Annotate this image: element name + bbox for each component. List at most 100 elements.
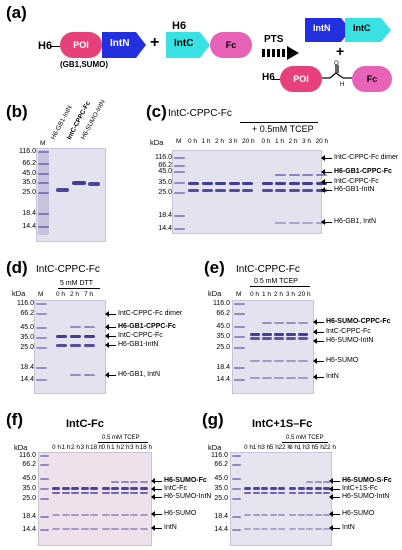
marker-f-5: 18.4 (22, 513, 36, 520)
g-band-sumointn-5 (289, 492, 296, 494)
ladder-e-6 (234, 379, 245, 381)
plus-sign-2: + (336, 43, 345, 59)
g-band-fc-2 (261, 487, 269, 490)
c-band-gb1intn-5 (261, 189, 273, 192)
marker-b-0: 116.0 (19, 148, 36, 155)
marker-c-4: 25.0 (158, 189, 172, 196)
ladder-d-0 (36, 303, 47, 305)
g-band-intn-5 (289, 528, 296, 530)
ann-e-4: IntN (326, 373, 339, 380)
ann-d-1: H6-GB1-CPPC-Fc (118, 323, 176, 330)
marker-d-2: 45.0 (20, 324, 34, 331)
gel-d (34, 300, 106, 394)
lane-c-1: 1 h (201, 138, 211, 145)
f-band-fc-4 (90, 487, 98, 490)
g-title: IntC+1S–Fc (252, 418, 313, 430)
e-band-sumo-0 (250, 360, 260, 362)
h6-linker-left (50, 46, 60, 47)
poi-box: POI (60, 32, 102, 58)
marker-c-3: 35.0 (158, 179, 172, 186)
marker-d-1: 66.2 (20, 310, 34, 317)
e-band-fc-2 (274, 333, 284, 336)
ladder-f-5 (40, 516, 49, 518)
ann-e-1: IntC-CPPC-Fc (326, 328, 371, 335)
e-band-fc-3 (286, 333, 296, 336)
g-band-intn-7 (306, 528, 314, 530)
f-band-intn-1 (61, 528, 70, 530)
arrowhead-c-4 (321, 219, 325, 225)
arrow-f-3 (154, 514, 162, 515)
arrowhead-e-1 (313, 329, 317, 335)
g-band-sumo-5 (289, 514, 296, 516)
d-band-low-1 (70, 374, 81, 376)
ladder-c-3 (174, 182, 185, 184)
f-band-prod-9 (139, 481, 148, 483)
arrowhead-c-0 (321, 155, 325, 161)
g-band-intn-3 (269, 528, 277, 530)
marker-e-2: 45.0 (216, 323, 230, 330)
c-band-fc-3 (228, 182, 240, 185)
lane-c-9: 20 h (315, 138, 329, 145)
g-band-intn-2 (261, 528, 269, 530)
poi-label: POI (73, 40, 89, 50)
e-band-prod-3 (286, 322, 296, 324)
h6-tag-mid: H6 (172, 20, 187, 32)
prod-poi-label: POI (293, 74, 309, 84)
c-band-gb1intn-2 (215, 189, 226, 192)
ladder-d-3 (36, 337, 47, 339)
c-band-prod-8 (302, 174, 313, 176)
lane-d-0: 0 h (56, 291, 66, 298)
arrow-e-3 (316, 361, 324, 362)
arrow-g-1 (332, 489, 340, 490)
marker-c-5: 18.4 (158, 212, 172, 219)
g-band-sumo-7 (306, 514, 314, 516)
ladder-d-2 (36, 327, 47, 329)
g-band-fc-8 (314, 487, 322, 490)
arrow-c-4 (324, 222, 332, 223)
arrow-d-0 (108, 314, 116, 315)
g-band-intn-4 (278, 528, 286, 530)
g-band-fc-4 (278, 487, 286, 490)
f-band-sumointn-3 (80, 492, 89, 494)
c-band-gb1intn-6 (275, 189, 286, 192)
lane-g-8: 5 h (314, 444, 324, 451)
ladder-c-5 (174, 215, 185, 217)
d-band-gb1intn-2 (84, 344, 95, 347)
e-band-intn-1 (262, 377, 272, 379)
ladder-g-4 (232, 498, 241, 500)
g-band-intn-8 (314, 528, 322, 530)
arrow-g-0 (332, 481, 340, 482)
arrow-c-3 (324, 190, 332, 191)
g-band-sumo-2 (261, 514, 269, 516)
d-kda: kDa (12, 289, 26, 298)
c-band-fc-0 (188, 182, 199, 185)
fc-label: Fc (225, 40, 237, 50)
arrowhead-f-4 (151, 525, 155, 531)
int-c-label: IntC (174, 38, 194, 49)
f-band-sumo-9 (139, 514, 148, 516)
ann-g-2: H6-SUMO-IntN (342, 493, 390, 500)
f-band-fc-2 (71, 487, 79, 490)
arrow-f-4 (154, 528, 162, 529)
arrow-d-2 (108, 336, 116, 337)
f-band-prod-8 (130, 481, 138, 483)
ladder-c-6 (174, 228, 185, 230)
e-band-sumo-4 (298, 360, 308, 362)
lane-d-1: 2 h (70, 291, 80, 298)
arrow-d-1 (108, 327, 116, 328)
e-lane-m: M (236, 291, 242, 298)
arrow-f-0 (154, 481, 162, 482)
f-band-fc-7 (120, 487, 129, 490)
g-band-sumointn-8 (314, 492, 322, 494)
ladder-g-3 (232, 488, 241, 490)
fc-box: Fc (210, 32, 252, 58)
marker-c-0: 116.0 (155, 154, 172, 161)
lane-g-4: 22 h (278, 444, 292, 451)
arrow-e-0 (316, 322, 324, 323)
lane-e-0: 0 h (250, 291, 260, 298)
ladder-g-0 (232, 455, 241, 457)
marker-f-4: 25.0 (22, 495, 36, 502)
g-band-sumointn-9 (323, 492, 331, 494)
arrowhead-d-1 (105, 324, 109, 330)
plus-sign-1: + (150, 34, 160, 51)
